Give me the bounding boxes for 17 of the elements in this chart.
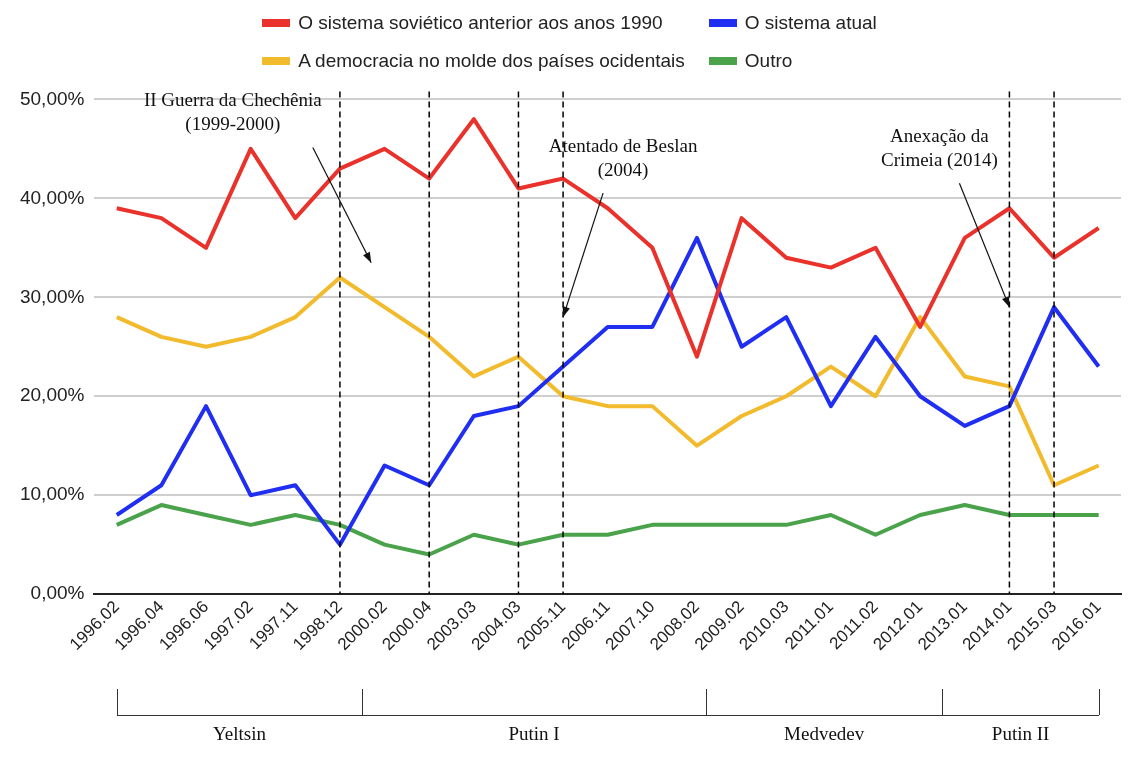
legend-label: O sistema atual [744,12,877,34]
y-tick-label: 10,00% [19,483,85,505]
y-tick-label: 0,00% [30,582,85,604]
text: Yeltsin [213,722,267,744]
legend-label: Outro [744,50,793,72]
text: Medvedev [784,722,865,744]
text: Putin I [508,722,560,744]
legend-label: O sistema soviético anterior aos anos 1990 [298,12,663,34]
y-tick-label: 20,00% [19,384,85,406]
annotation: II Guerra da Chechênia (1999-2000) [143,88,323,135]
annotation: Atentado de Beslan (2004) [548,134,698,181]
text: Putin II [991,722,1050,744]
y-tick-label: 40,00% [19,186,85,208]
legend-label: A democracia no molde dos países ocidentais [298,50,685,72]
y-tick-label: 50,00% [19,87,85,109]
annotation: Anexação da Crimeia (2014) [881,124,998,171]
y-tick-label: 30,00% [19,285,85,307]
